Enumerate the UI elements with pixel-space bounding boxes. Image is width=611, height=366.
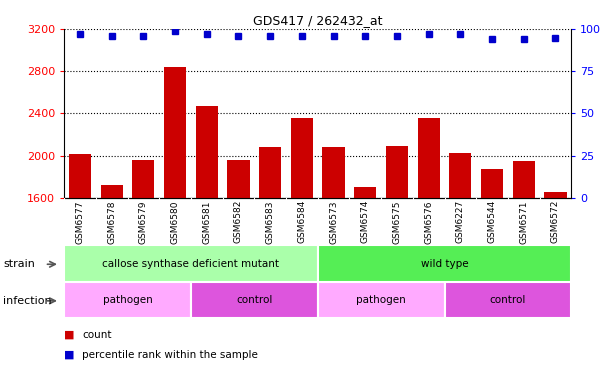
Bar xyxy=(69,154,91,198)
Text: GSM6574: GSM6574 xyxy=(360,200,370,243)
Bar xyxy=(196,106,218,198)
Bar xyxy=(133,160,155,198)
Bar xyxy=(101,185,123,198)
Text: strain: strain xyxy=(3,259,35,269)
Bar xyxy=(259,147,281,198)
Text: GSM6573: GSM6573 xyxy=(329,200,338,243)
Text: GSM6572: GSM6572 xyxy=(551,200,560,243)
Text: control: control xyxy=(489,295,526,305)
Text: percentile rank within the sample: percentile rank within the sample xyxy=(82,350,258,360)
Text: GSM6578: GSM6578 xyxy=(107,200,116,243)
Bar xyxy=(227,160,249,198)
Text: GSM6227: GSM6227 xyxy=(456,200,465,243)
Text: wild type: wild type xyxy=(421,258,468,269)
Bar xyxy=(64,282,191,318)
Text: ■: ■ xyxy=(64,350,75,360)
Text: GSM6577: GSM6577 xyxy=(76,200,84,243)
Text: GSM6571: GSM6571 xyxy=(519,200,529,243)
Bar xyxy=(445,282,571,318)
Bar xyxy=(449,153,472,198)
Bar xyxy=(164,67,186,198)
Text: GSM6576: GSM6576 xyxy=(424,200,433,243)
Text: GSM6580: GSM6580 xyxy=(170,200,180,243)
Text: pathogen: pathogen xyxy=(356,295,406,305)
Text: pathogen: pathogen xyxy=(103,295,152,305)
Text: GSM6584: GSM6584 xyxy=(298,200,306,243)
Text: GSM6575: GSM6575 xyxy=(392,200,401,243)
Bar xyxy=(318,245,571,282)
Bar xyxy=(318,282,445,318)
Text: GSM6579: GSM6579 xyxy=(139,200,148,243)
Bar xyxy=(354,187,376,198)
Bar xyxy=(323,147,345,198)
Text: control: control xyxy=(236,295,273,305)
Text: GSM6581: GSM6581 xyxy=(202,200,211,243)
Title: GDS417 / 262432_at: GDS417 / 262432_at xyxy=(253,14,382,27)
Bar xyxy=(513,161,535,198)
Text: GSM6582: GSM6582 xyxy=(234,200,243,243)
Bar xyxy=(417,118,440,198)
Text: GSM6583: GSM6583 xyxy=(266,200,275,243)
Bar xyxy=(386,146,408,198)
Bar xyxy=(291,118,313,198)
Text: callose synthase deficient mutant: callose synthase deficient mutant xyxy=(103,258,279,269)
Text: infection: infection xyxy=(3,296,52,306)
Bar xyxy=(481,169,503,198)
Bar xyxy=(64,245,318,282)
Text: ■: ■ xyxy=(64,330,75,340)
Bar xyxy=(544,193,566,198)
Bar xyxy=(191,282,318,318)
Text: GSM6544: GSM6544 xyxy=(488,200,497,243)
Text: count: count xyxy=(82,330,112,340)
